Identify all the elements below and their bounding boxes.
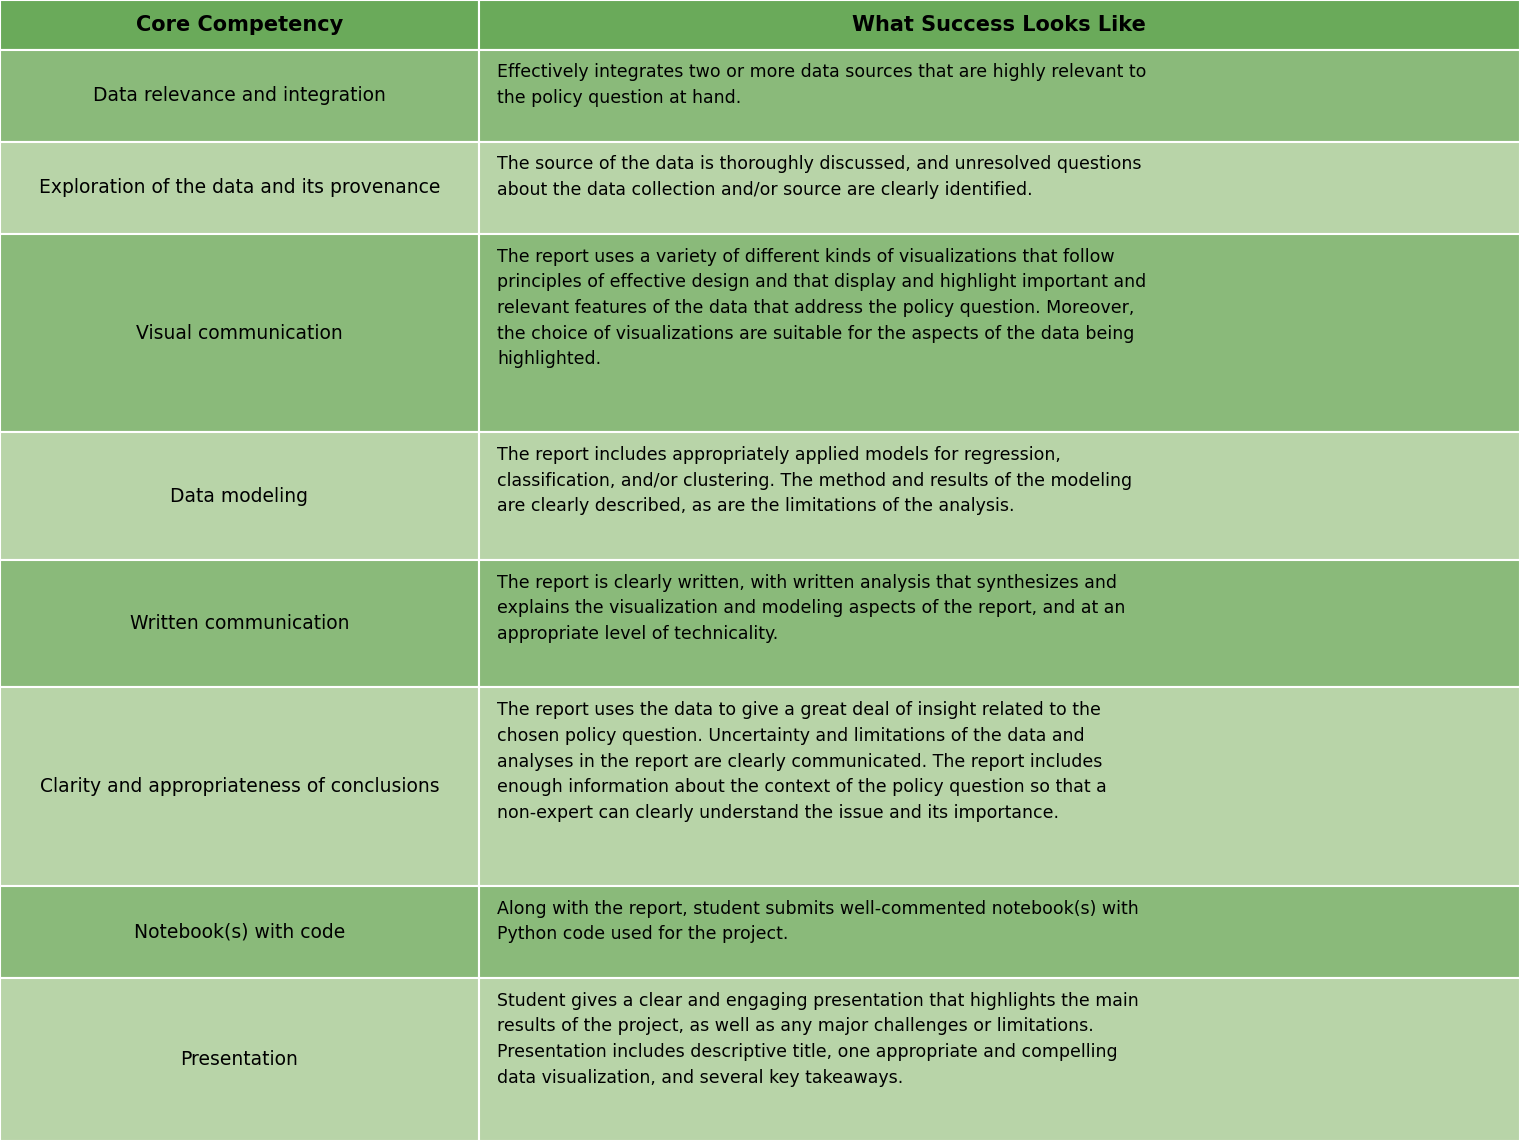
Text: Presentation: Presentation <box>181 1050 298 1069</box>
Text: Exploration of the data and its provenance: Exploration of the data and its provenan… <box>38 178 441 197</box>
Bar <box>0 141 479 234</box>
Text: Written communication: Written communication <box>129 614 350 633</box>
Text: Clarity and appropriateness of conclusions: Clarity and appropriateness of conclusio… <box>40 777 439 796</box>
Bar <box>479 234 1520 432</box>
Bar <box>479 0 1520 49</box>
Text: Data relevance and integration: Data relevance and integration <box>93 87 386 105</box>
Text: The report is clearly written, with written analysis that synthesizes and
explai: The report is clearly written, with writ… <box>497 574 1125 644</box>
Text: The source of the data is thoroughly discussed, and unresolved questions
about t: The source of the data is thoroughly dis… <box>497 155 1142 200</box>
Bar <box>479 687 1520 885</box>
Bar <box>0 49 479 141</box>
Text: Data modeling: Data modeling <box>170 486 309 505</box>
Text: Along with the report, student submits well-commented notebook(s) with
Python co: Along with the report, student submits w… <box>497 899 1138 944</box>
Text: The report uses a variety of different kinds of visualizations that follow
princ: The report uses a variety of different k… <box>497 248 1146 369</box>
Bar <box>479 560 1520 687</box>
Bar <box>479 432 1520 560</box>
Bar <box>479 978 1520 1141</box>
Bar <box>479 885 1520 978</box>
Bar <box>0 560 479 687</box>
Bar <box>479 49 1520 141</box>
Text: Effectively integrates two or more data sources that are highly relevant to
the : Effectively integrates two or more data … <box>497 63 1146 107</box>
Bar <box>0 885 479 978</box>
Bar <box>0 234 479 432</box>
Text: Student gives a clear and engaging presentation that highlights the main
results: Student gives a clear and engaging prese… <box>497 992 1138 1086</box>
Text: Visual communication: Visual communication <box>135 324 344 342</box>
Bar <box>0 978 479 1141</box>
Text: The report includes appropriately applied models for regression,
classification,: The report includes appropriately applie… <box>497 446 1132 516</box>
Text: Notebook(s) with code: Notebook(s) with code <box>134 922 345 941</box>
Text: Core Competency: Core Competency <box>135 15 344 35</box>
Bar <box>0 432 479 560</box>
Text: The report uses the data to give a great deal of insight related to the
chosen p: The report uses the data to give a great… <box>497 701 1107 822</box>
Bar <box>0 687 479 885</box>
Bar <box>479 141 1520 234</box>
Bar <box>0 0 479 49</box>
Text: What Success Looks Like: What Success Looks Like <box>853 15 1146 35</box>
